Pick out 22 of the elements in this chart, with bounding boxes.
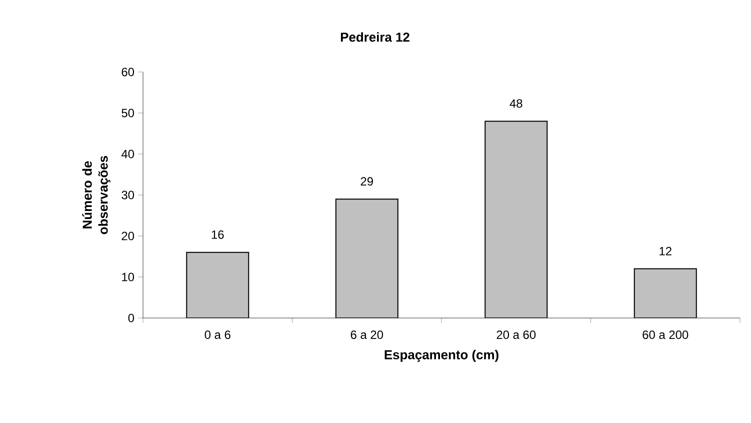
data-label: 29	[360, 177, 373, 186]
y-tick-label: 10	[122, 272, 134, 282]
x-tick-label: 6 a 20	[350, 330, 384, 339]
data-label: 12	[660, 246, 672, 256]
data-label: 16	[212, 230, 224, 239]
data-label: 48	[510, 99, 522, 108]
x-tick-label: 60 a 200	[642, 330, 688, 339]
y-tick-label: 20	[122, 232, 134, 240]
x-tick-label: 20 a 60	[496, 330, 536, 339]
y-axis-title: Número de observações	[82, 156, 110, 234]
y-tick-label: 40	[121, 150, 134, 158]
bar	[484, 120, 548, 318]
bar	[186, 252, 250, 318]
y-tick-label: 50	[122, 108, 134, 118]
bar	[634, 268, 697, 318]
bar	[335, 198, 398, 318]
x-axis-title: Espaçamento (cm)	[384, 350, 498, 362]
chart-title: Pedreira 12	[340, 32, 410, 42]
y-tick-label: 60	[122, 68, 134, 76]
y-tick-label: 30	[122, 190, 134, 200]
y-tick-label: 0	[128, 314, 134, 322]
x-tick-label: 0 a 6	[204, 330, 230, 339]
